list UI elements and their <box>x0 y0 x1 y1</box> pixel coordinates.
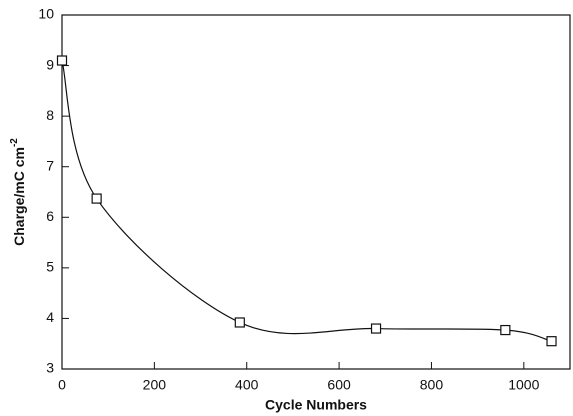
x-tick-label: 600 <box>327 377 351 393</box>
y-tick-label: 6 <box>46 208 54 224</box>
x-tick-label: 800 <box>420 377 444 393</box>
y-tick-label: 10 <box>38 6 54 22</box>
data-line <box>61 60 552 342</box>
y-tick-label: 3 <box>46 360 54 376</box>
data-point <box>91 193 102 204</box>
y-tick-label: 7 <box>46 157 54 173</box>
data-point <box>546 336 557 347</box>
x-axis-label: Cycle Numbers <box>265 397 367 413</box>
y-axis-label-superscript: -2 <box>9 138 20 147</box>
y-tick-label: 9 <box>46 56 54 72</box>
x-tick-label: 200 <box>143 377 167 393</box>
x-tick-label: 1000 <box>508 377 539 393</box>
y-tick-label: 4 <box>46 309 54 325</box>
x-tick-label: 400 <box>235 377 259 393</box>
data-point <box>56 55 68 66</box>
y-tick-label: 8 <box>46 107 54 123</box>
data-point <box>370 323 382 334</box>
y-tick-label: 5 <box>46 259 54 275</box>
y-axis-label-text: Charge/mC cm <box>11 147 27 246</box>
y-axis-label: Charge/mC cm-2 <box>9 138 27 246</box>
plot-frame <box>61 14 571 370</box>
data-point <box>234 317 245 328</box>
data-point <box>500 324 511 336</box>
x-tick-label: 0 <box>58 377 66 393</box>
